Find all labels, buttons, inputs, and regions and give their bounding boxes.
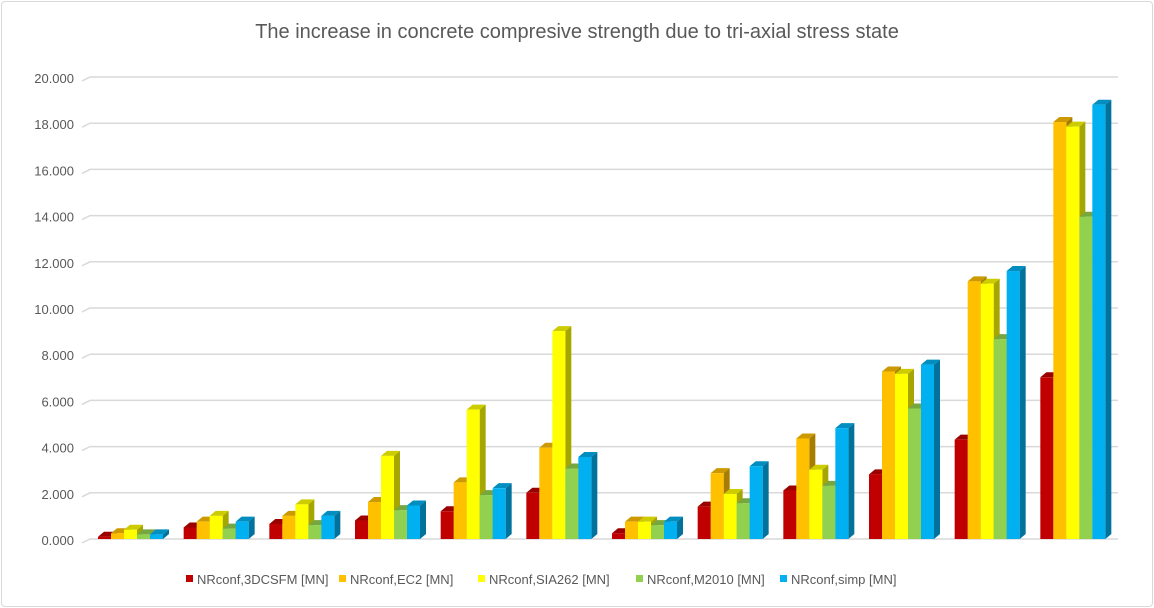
legend-label: NRconf,SIA262 [MN] (489, 572, 610, 587)
y-tick-label: 2.000 (41, 487, 74, 502)
chart-title: The increase in concrete compresive stre… (255, 21, 899, 43)
gridline (81, 122, 1118, 128)
y-tick-label: 18.000 (34, 117, 74, 132)
legend-label: NRconf,simp [MN] (791, 572, 896, 587)
gridline (81, 76, 1118, 82)
y-tick-label: 20.000 (34, 71, 74, 86)
legend-swatch (780, 575, 787, 582)
gridline (81, 168, 1118, 175)
legend-swatch (636, 575, 643, 582)
bar-4-2 (321, 510, 341, 539)
bar-4-10 (1006, 266, 1026, 539)
legend-label: NRconf,M2010 [MN] (647, 572, 765, 587)
gridline (81, 445, 1118, 452)
bar-4-3 (407, 500, 426, 539)
legend-label: NRconf,EC2 [MN] (350, 572, 453, 587)
bar-4-5 (578, 451, 598, 539)
y-tick-label: 0.000 (41, 533, 74, 548)
gridline (81, 214, 1118, 221)
y-tick-label: 4.000 (41, 441, 74, 456)
legend-swatch (186, 575, 193, 582)
bar-4-6 (664, 516, 683, 539)
bar-4-11 (1092, 99, 1112, 539)
bar-4-0 (150, 529, 169, 539)
y-tick-label: 12.000 (34, 256, 74, 271)
bar-4-8 (835, 423, 855, 539)
gridline (81, 261, 1118, 267)
bar-4-9 (921, 359, 940, 539)
y-tick-label: 16.000 (34, 163, 74, 178)
bar-4-4 (492, 483, 512, 539)
y-tick-label: 6.000 (41, 394, 74, 409)
gridline (81, 399, 1118, 406)
legend-label: NRconf,3DCSFM [MN] (197, 572, 328, 587)
y-tick-label: 8.000 (41, 348, 74, 363)
y-tick-label: 10.000 (34, 302, 74, 317)
bar-4-1 (235, 516, 255, 539)
gridline (81, 538, 1118, 544)
gridline (81, 307, 1118, 313)
legend-item: NRconf,M2010 [MN] (636, 572, 765, 587)
legend-swatch (478, 575, 485, 582)
legend-item: NRconf,3DCSFM [MN] (186, 572, 328, 587)
gridline (81, 353, 1118, 359)
gridline (81, 492, 1118, 498)
legend-item: NRconf,SIA262 [MN] (478, 572, 610, 587)
legend-item: NRconf,EC2 [MN] (339, 572, 453, 587)
bar-4-7 (749, 461, 769, 539)
y-tick-label: 14.000 (34, 210, 74, 225)
legend-item: NRconf,simp [MN] (780, 572, 896, 587)
legend-swatch (339, 575, 346, 582)
